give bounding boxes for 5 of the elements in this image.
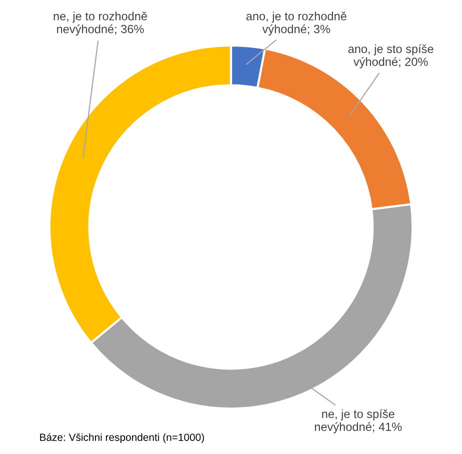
text: Báze: Všichni respondenti (n=1000) [40, 433, 204, 444]
slice-label: ano, je sto spíše výhodné; 20% [348, 44, 434, 68]
slice-label: ne, je to spíše nevýhodné; 41% [314, 409, 402, 434]
slice-label: ano, je to rozhodně výhodné; 3% [246, 12, 346, 36]
slice-label: ne, je to rozhodně nevýhodné; 36% [54, 12, 147, 36]
